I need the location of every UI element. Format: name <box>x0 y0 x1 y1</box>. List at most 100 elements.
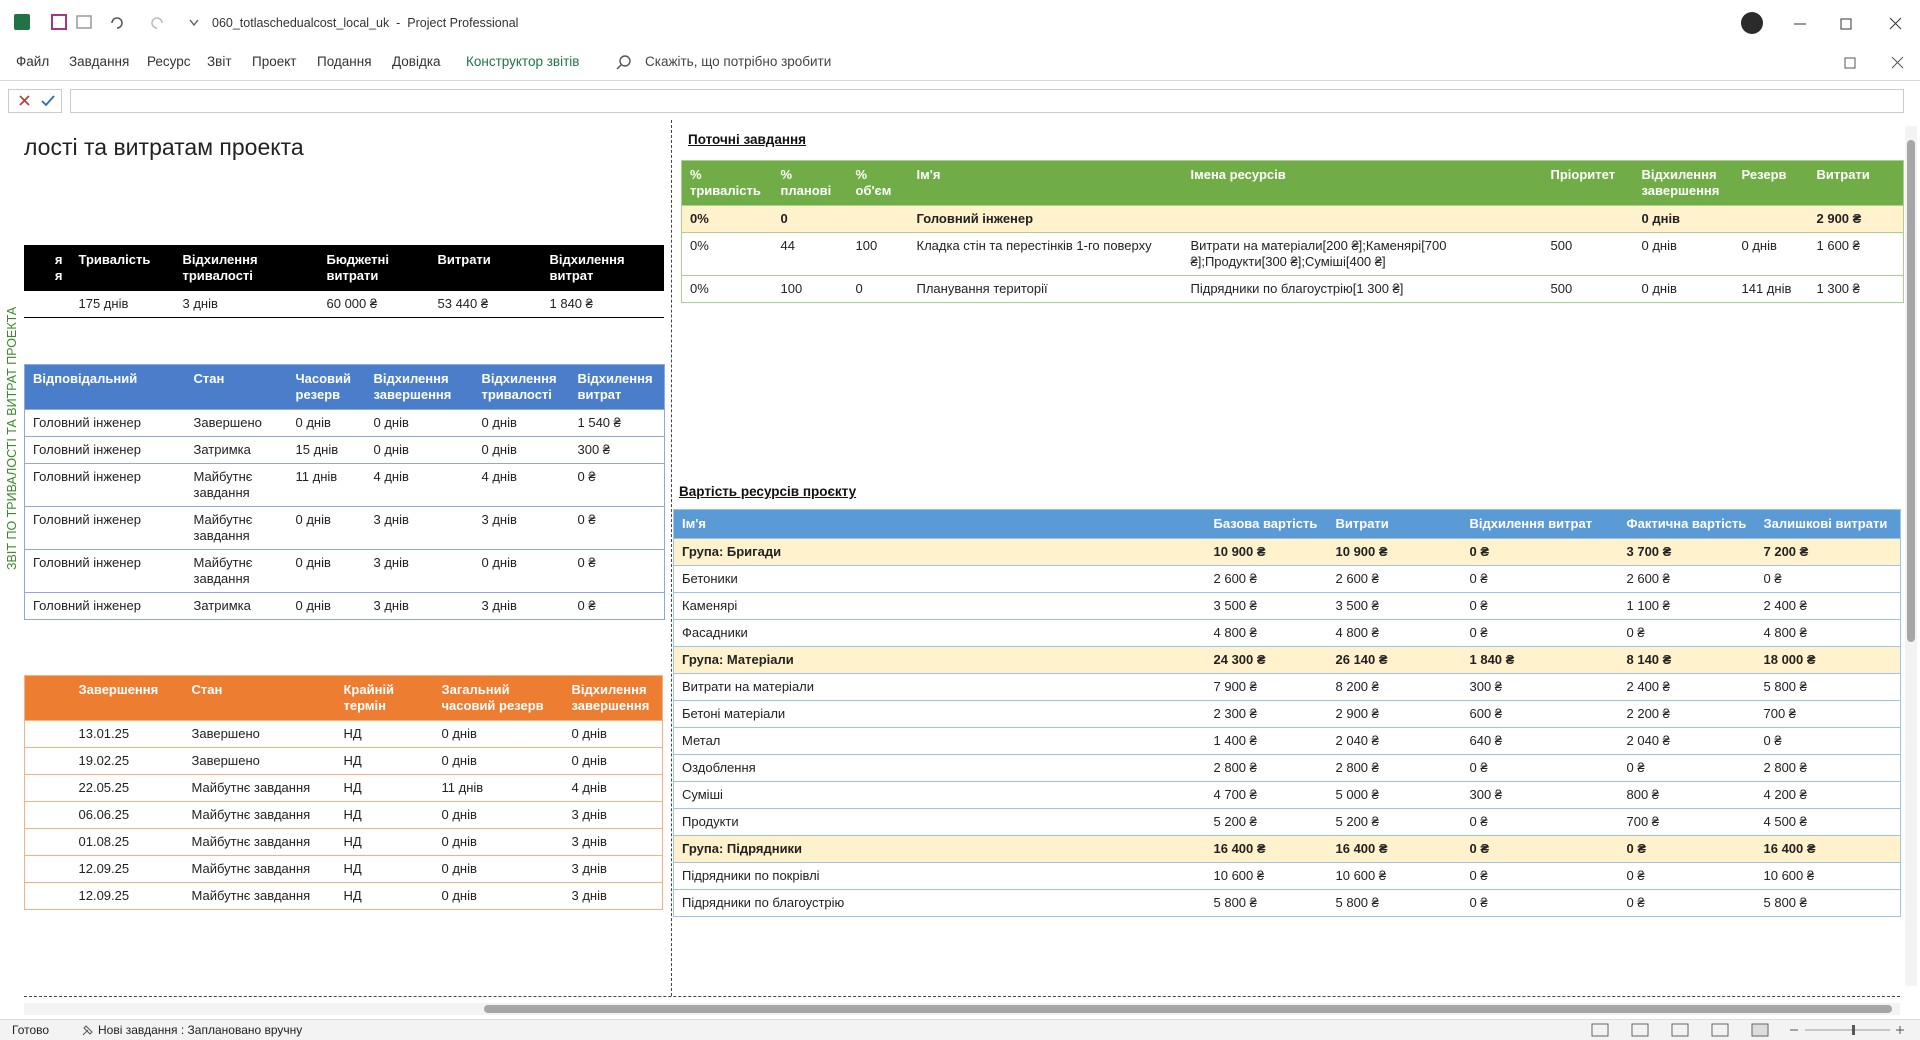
column-header: Відхилення тривалості <box>481 371 557 402</box>
cell: 0 днів <box>1741 238 1777 253</box>
entry-buttons <box>8 89 62 113</box>
cell: 26 140 ₴ <box>1335 652 1388 667</box>
cell: 3 днів <box>571 861 607 876</box>
restore-button[interactable] <box>1840 18 1852 30</box>
cell: Майбутнє завдання <box>193 469 253 500</box>
cell <box>24 291 71 318</box>
ribbon-tab[interactable]: Файл <box>16 54 50 69</box>
redo-button[interactable] <box>151 17 163 29</box>
view-button[interactable] <box>1591 1023 1609 1037</box>
cell: 0% <box>690 281 709 296</box>
cancel-button[interactable] <box>19 95 30 106</box>
cell: Головний інженер <box>33 469 141 484</box>
cell: Майбутнє завдання <box>193 555 253 586</box>
cell: Головний інженер <box>33 415 141 430</box>
cell: Майбутнє завдання <box>191 888 311 903</box>
view-button[interactable] <box>1671 1023 1689 1037</box>
cell: 10 900 ₴ <box>1335 544 1388 559</box>
table-row: 175 днів 3 днів 60 000 ₴ 53 440 ₴ 1 840 ₴ <box>24 290 664 318</box>
cell: 06.06.25 <box>78 807 130 822</box>
status-task-mode[interactable]: Нові завдання : Заплановано вручну <box>98 1023 303 1037</box>
enter-button[interactable] <box>41 95 55 107</box>
header-row: Відповідальний Стан Часовий резерв Відхилен… <box>24 364 665 410</box>
horizontal-scrollbar[interactable] <box>24 1003 1900 1015</box>
ribbon-tab[interactable]: Звіт <box>207 54 232 69</box>
column-header: Ім'я <box>682 516 706 531</box>
ribbon-display-button[interactable] <box>1844 57 1856 69</box>
cell: 500 <box>1550 281 1573 296</box>
column-header: Витрати <box>437 252 491 267</box>
cell: 0 ₴ <box>1626 868 1645 883</box>
view-button[interactable] <box>1631 1023 1649 1037</box>
view-button[interactable] <box>1751 1023 1769 1037</box>
save-button[interactable] <box>51 14 67 30</box>
column-header: Крайній термін <box>343 682 395 713</box>
header-row: Завершення Стан Крайній термін Загальний ча… <box>24 675 663 721</box>
cell: 0 ₴ <box>1469 760 1488 775</box>
cell: 15 днів <box>295 442 339 457</box>
ribbon-tab[interactable]: Ресурс <box>147 54 191 69</box>
cell: 700 ₴ <box>1763 706 1797 721</box>
ribbon-tab[interactable]: Довідка <box>392 54 441 69</box>
customize-button[interactable] <box>189 19 199 27</box>
cell: 10 600 ₴ <box>1763 868 1815 883</box>
close-button[interactable] <box>1889 17 1902 30</box>
close-document-button[interactable] <box>1891 56 1904 69</box>
table-row: 12.09.25 Майбутнє завдання НД 0 днів 3 днів <box>24 855 663 883</box>
cell: 3 500 ₴ <box>1335 598 1379 613</box>
column-header: Загальний часовий резерв <box>441 682 544 713</box>
table-row: 01.08.25 Майбутнє завдання НД 0 днів 3 днів <box>24 828 663 856</box>
cell: Оздоблення <box>682 760 756 775</box>
table-row: Група: Бригади 10 900 ₴ 10 900 ₴ 0 ₴ 3 700 ₴… <box>673 538 1901 566</box>
cell: 0 днів <box>373 442 409 457</box>
table-row: Головний інженер Майбутнє завдання 11 днів… <box>24 463 665 507</box>
table-row: Головний інженер Затримка 0 днів 3 днів 3 дн… <box>24 592 665 620</box>
cell: 0 днів <box>441 834 477 849</box>
view-button[interactable] <box>1711 1023 1729 1037</box>
column-header: Відхилення завершення <box>1641 167 1720 198</box>
avatar[interactable] <box>1740 11 1764 35</box>
cell: 3 днів <box>481 598 517 613</box>
page-break <box>24 996 1900 997</box>
cell: 0 днів <box>1641 281 1677 296</box>
cell: 3 днів <box>481 512 517 527</box>
zoom-in[interactable] <box>1896 1026 1904 1034</box>
cell: 5 200 ₴ <box>1213 814 1257 829</box>
table-row: Каменярі 3 500 ₴ 3 500 ₴ 0 ₴ 1 100 ₴ 2 400 ₴ <box>673 592 1901 620</box>
search-box[interactable]: Скажіть, що потрібно зробити <box>645 54 832 69</box>
cell: 0 ₴ <box>1469 895 1488 910</box>
table-row: Суміші 4 700 ₴ 5 000 ₴ 300 ₴ 800 ₴ 4 200 ₴ <box>673 781 1901 809</box>
column-header: я я <box>54 252 63 283</box>
table: Завершення Стан Крайній термін Загальний ча… <box>24 675 663 910</box>
cell <box>1183 206 1543 233</box>
cell: 5 200 ₴ <box>1335 814 1379 829</box>
cell: Метал <box>682 733 721 748</box>
ribbon-tab[interactable]: Подання <box>317 54 372 69</box>
table-row: 0% 100 0 Планування території Підрядники по … <box>681 275 1904 303</box>
column-header <box>25 676 71 721</box>
ribbon-tab[interactable]: Проект <box>252 54 297 69</box>
entry-field[interactable] <box>70 89 1904 113</box>
ribbon-tab[interactable]: Завдання <box>69 54 130 69</box>
scroll-thumb[interactable] <box>1907 140 1915 642</box>
pin-icon <box>82 1025 93 1036</box>
undo-button[interactable] <box>111 17 123 29</box>
cell: Головний інженер <box>33 442 141 457</box>
cell: 2 900 ₴ <box>1335 706 1379 721</box>
cell <box>25 775 71 802</box>
ribbon-tab[interactable]: Конструктор звітів <box>466 54 580 69</box>
cell: Завершено <box>191 753 260 768</box>
cell: НД <box>343 726 362 741</box>
cell <box>1734 206 1809 233</box>
zoom-thumb[interactable] <box>1852 1025 1855 1035</box>
status-bar: Готово Нові завдання : Заплановано вручн… <box>0 1019 1920 1040</box>
table: % тривалість % планові % об'єм Ім'я Імена ре… <box>681 160 1904 303</box>
scroll-thumb[interactable] <box>484 1005 1892 1013</box>
vertical-scrollbar[interactable] <box>1905 126 1917 986</box>
column-header: Фактична вартість <box>1626 516 1747 531</box>
cell: 3 днів <box>182 296 218 311</box>
column-header: Базова вартість <box>1213 516 1318 531</box>
cell: НД <box>343 807 362 822</box>
print-button[interactable] <box>76 15 92 29</box>
cell: НД <box>343 888 362 903</box>
